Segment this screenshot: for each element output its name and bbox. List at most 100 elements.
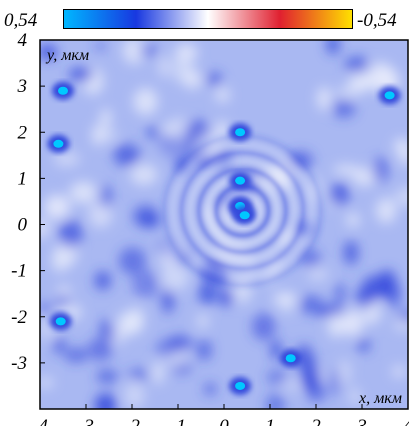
speckle-dark [331,98,356,119]
speckle-dark [96,370,119,383]
speckle-dark [68,68,94,81]
speckle-dark [94,40,107,52]
x-tick-label: 4 [403,416,409,426]
speckle-dark [55,294,71,308]
speckle-light [100,108,112,129]
speckle-light [391,364,407,379]
speckle-light [335,87,361,98]
speckle-dark [118,247,147,275]
speckle-light [223,242,250,267]
speckle-layer [40,40,408,409]
speckle-light [122,40,146,64]
speckle-light [348,72,375,92]
speckle-light [161,264,189,291]
speckle-light [40,218,51,239]
speckle-light [232,277,252,304]
field-area [40,40,408,409]
y-tick-label: 2 [18,122,28,143]
speckle-dark [113,143,141,167]
ring [188,158,297,263]
speckle-light [393,319,408,331]
speckle-light [44,194,71,220]
x-tick-label: 1 [265,416,275,426]
speckle-light [197,314,209,328]
y-tick-label: 0 [18,215,28,236]
speckle-dark [58,219,83,248]
hot-spot [285,354,296,363]
speckle-dark [94,393,117,409]
speckle-dark [87,337,113,361]
y-tick-label: -1 [11,261,27,282]
speckle-dark [265,393,285,409]
speckle-dark [64,347,89,363]
y-tick-label: -2 [11,307,27,328]
speckle-light [130,163,158,186]
speckle-dark [128,368,150,381]
speckle-light [152,361,164,385]
speckle-dark [132,270,160,298]
speckle-light [112,326,125,345]
speckle-dark [298,295,324,315]
colorbar-right-label: -0,54 [357,10,397,31]
speckle-dark [334,283,346,303]
speckle-dark [100,319,112,339]
speckle-dark [53,337,66,354]
speckle-dark [198,282,217,305]
colorbar [63,9,353,29]
x-axis: -4 -3 -2 -1 0 1 2 3 4 [32,404,409,426]
speckle-light [272,292,298,306]
speckle-dark [155,339,179,358]
speckle-dark [40,302,52,315]
y-tick-label: 3 [17,76,28,97]
speckle-dark [196,339,212,361]
hot-spot [53,139,64,148]
speckle-dark [326,40,340,55]
x-tick-label: 0 [219,416,229,426]
ring [179,150,306,271]
speckle-light [260,166,288,189]
speckle-light [375,197,397,224]
speckle-light [327,313,345,338]
x-axis-label: x, мкм [358,390,402,407]
y-tick-label: -3 [11,353,27,374]
x-tick-label: -1 [170,416,186,426]
speckle-dark [344,56,369,74]
speckle-light [50,248,70,273]
speckle-dark [251,313,276,341]
speckle-light [333,164,359,175]
speckle-light [349,387,361,406]
speckle-light [341,309,364,337]
speckle-light [162,123,176,137]
hot-spot-layer [47,81,401,395]
speckle-dark [300,364,320,393]
speckle-light [53,152,80,167]
speckle-light [317,86,331,111]
speckle-dark [40,44,58,60]
speckle-dark [147,126,158,139]
y-axis: 4 3 2 1 0 -1 -2 -3 [11,30,45,374]
speckle-dark [343,240,359,265]
speckle-light [92,123,104,146]
x-tick-label: -3 [78,416,94,426]
hot-spot [55,317,66,326]
speckle-dark [94,271,111,291]
ring [223,192,262,230]
hot-spot [58,86,68,95]
speckle-dark [204,382,217,396]
speckle-light [351,167,379,187]
hot-spot [235,381,246,390]
speckle-dark [266,370,289,385]
colorbar-left-label: 0,54 [4,10,38,31]
speckle-light [158,55,170,78]
speckle-light [346,212,360,228]
hot-spot [239,211,250,220]
ring [196,167,288,255]
speckle-light [214,120,230,140]
speckle-light [393,138,408,154]
speckle-light [215,87,230,103]
speckle-dark [378,269,397,298]
speckle-light [307,267,329,281]
hot-spot [384,91,395,100]
speckle-dark [330,182,349,206]
speckle-dark [218,289,235,307]
